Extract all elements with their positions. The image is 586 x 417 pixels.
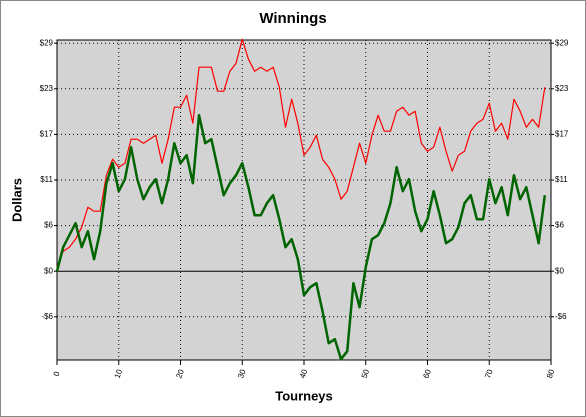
x-tick-label: 20 [174,368,186,380]
series-line [55,113,547,361]
x-tick-label: 50 [360,368,372,380]
y-tick-label-right: $6 [555,221,564,230]
x-tick-label: 30 [236,368,248,380]
y-tick-label-right: $29 [555,38,569,47]
y-tick-label: -$6 [41,312,53,321]
y-tick-label: $23 [40,84,54,93]
x-tick-label: 40 [298,368,310,380]
series-line [56,38,546,268]
y-tick-label-right: -$6 [555,312,567,321]
y-tick-label: $11 [40,175,53,184]
y-tick-label: $17 [40,130,54,139]
y-tick-label-right: $17 [555,130,569,139]
y-tick-label-right: $0 [555,266,564,275]
x-tick-label: 0 [52,370,62,378]
y-tick-label: $29 [40,38,54,47]
x-tick-label: 10 [113,368,125,380]
x-tick-label: 60 [421,368,433,380]
x-axis-label: Tourneys [275,388,333,403]
y-tick-label-right: $11 [555,175,568,184]
chart-title: Winnings [259,10,326,27]
x-tick-label: 80 [545,368,557,380]
y-axis-label: Dollars [9,178,24,222]
y-tick-label: $0 [44,266,53,275]
x-tick-label: 70 [483,368,495,380]
y-tick-label: $6 [44,221,53,230]
y-tick-label-right: $23 [555,84,569,93]
